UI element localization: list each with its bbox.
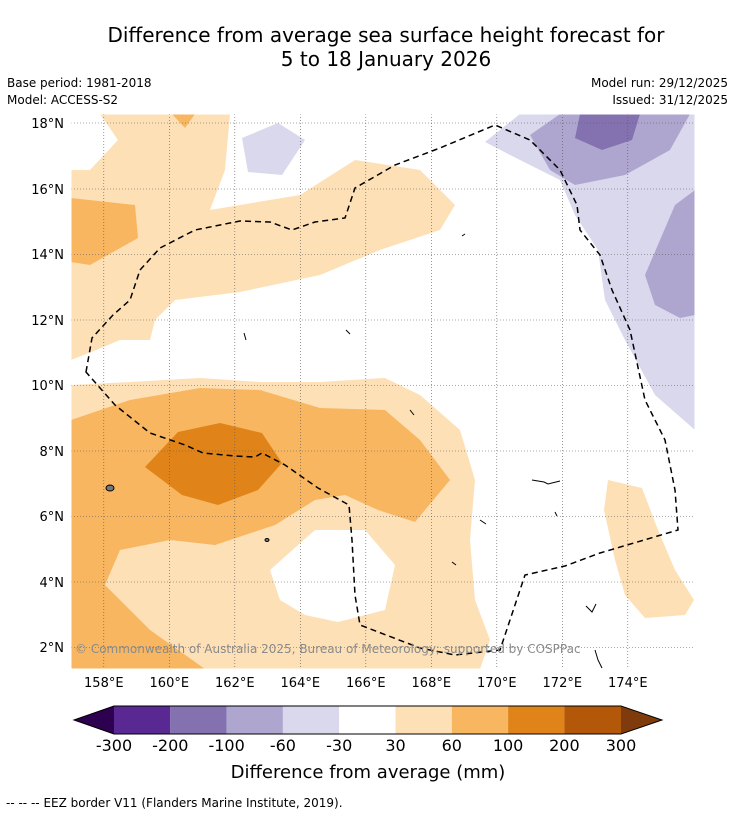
colorbar-tick: 200 [549,736,580,755]
colorbar-bin [226,706,283,734]
chart-title-line-2: 5 to 18 January 2026 [280,47,492,71]
colorbar-tick: -60 [270,736,296,755]
colorbar-bin [564,706,621,734]
neutral-gap-west [71,114,118,170]
graticule [71,114,695,669]
colorbar: -300 -200 -100 -60 -30 30 60 100 200 300… [72,705,664,783]
colorbar-bin [451,706,509,734]
neutral-hole-south [270,530,395,622]
colorbar-tick: -300 [96,736,132,755]
colorbar-tick: 30 [385,736,405,755]
colorbar-tick: 300 [606,736,637,755]
lat-label: 8°N [40,445,65,460]
lon-label: 168°E [412,676,452,691]
lat-label: 10°N [31,379,64,394]
lon-axis: 158°E 160°E 162°E 164°E 166°E 168°E 170°… [84,676,648,691]
lat-label: 18°N [31,117,64,132]
colorbar-over-arrow [621,706,662,734]
base-period: Base period: 1981-2018 [7,76,152,90]
lat-label: 16°N [31,183,64,198]
contour-30-60-east [604,480,694,618]
map-plot-area [71,114,695,669]
lon-label: 166°E [346,676,386,691]
eez-legend-text: EEZ border V11 (Flanders Marine Institut… [43,796,343,810]
contour-neg30-60-east [485,114,695,430]
colorbar-tick: -30 [326,736,352,755]
lon-label: 164°E [281,676,321,691]
colorbar-tick: 100 [493,736,524,755]
contour-30-60-north [71,114,455,360]
lat-axis: 18°N 16°N 14°N 12°N 10°N 8°N 6°N 4°N 2°N [31,117,64,656]
lat-label: 4°N [40,576,65,591]
eez-legend-symbol: -- -- -- [6,796,40,810]
contour-60-100-top [172,114,195,128]
lat-label: 2°N [40,641,65,656]
footer-legend: -- -- -- EEZ border V11 (Flanders Marine… [6,796,343,810]
colorbar-tick: 60 [442,736,462,755]
model-run-date: Model run: 29/12/2025 [590,76,728,90]
copyright-notice: © Commonwealth of Australia 2025, Bureau… [75,642,581,656]
lon-label: 172°E [543,676,583,691]
colorbar-bin [339,706,396,734]
lat-label: 14°N [31,248,64,263]
colorbar-outline [72,705,664,735]
map-frame [70,113,696,670]
colorbar-bin [114,706,171,734]
contour-neg30-60-small [242,123,305,175]
lon-label: 158°E [84,676,124,691]
contour-neg60-100-ne [530,114,690,185]
model-name: Model: ACCESS-S2 [7,93,119,107]
colorbar-bin [282,706,340,734]
colorbar-tick: -200 [152,736,188,755]
issued-date: Issued: 31/12/2025 [612,93,728,107]
lon-label: 170°E [477,676,517,691]
lat-label: 6°N [40,510,65,525]
colorbar-tick: -100 [208,736,244,755]
lon-label: 160°E [150,676,190,691]
colorbar-label: Difference from average (mm) [231,762,506,783]
chart-title-line-1: Difference from average sea surface heig… [107,23,665,47]
lon-label: 174°E [608,676,648,691]
colorbar-bin [508,706,565,734]
eez-border [85,124,679,656]
colorbar-bin [395,706,452,734]
contour-neg60-100-east [645,190,695,318]
colorbar-bin [170,706,227,734]
lon-label: 162°E [215,676,255,691]
colorbar-under-arrow [74,706,114,734]
islands [105,233,603,669]
contour-60-100-nw [71,198,138,265]
lat-label: 12°N [31,314,64,329]
